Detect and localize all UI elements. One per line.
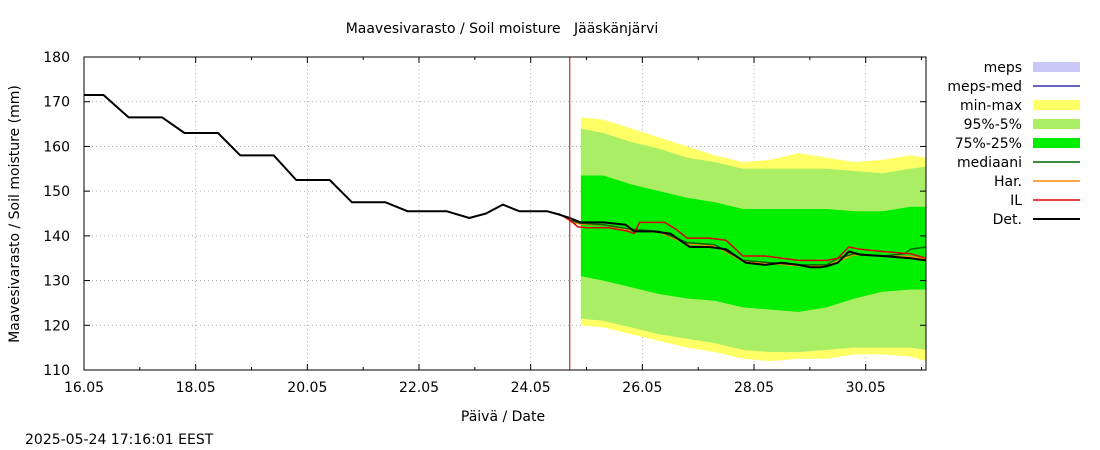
axis-ticks: 16.05 18.05 20.05 22.05 24.05 26.05 28.05 30.05… <box>43 50 926 396</box>
x-tick-label: 28.05 <box>734 380 774 396</box>
y-tick-label: 110 <box>43 363 70 379</box>
series-line-mediaani <box>569 219 927 266</box>
legend-swatch <box>1033 62 1080 72</box>
chart-title: Maavesivarasto / Soil moisture Jääskänjä… <box>346 21 659 37</box>
x-tick-label: 16.05 <box>64 380 104 396</box>
y-tick-label: 160 <box>43 139 70 155</box>
legend-label: Det. <box>993 212 1022 228</box>
x-tick-label: 30.05 <box>846 380 886 396</box>
band-75-25- <box>580 175 926 312</box>
legend-label: meps-med <box>947 79 1022 95</box>
legend-swatch <box>1033 119 1080 129</box>
x-tick-label: 18.05 <box>176 380 216 396</box>
legend: meps meps-med min-max 95%-5% 75%-25% mediaani… <box>947 60 1080 228</box>
legend-label: IL <box>1010 193 1022 209</box>
legend-label: Har. <box>994 174 1022 190</box>
y-axis-label: Maavesivarasto / Soil moisture (mm) <box>7 85 23 343</box>
legend-label: 75%-25% <box>955 136 1022 152</box>
legend-label: meps <box>984 60 1022 76</box>
x-tick-label: 22.05 <box>399 380 439 396</box>
series-lines <box>84 94 927 269</box>
plot-frame <box>83 56 927 371</box>
x-tick-label: 24.05 <box>511 380 551 396</box>
x-tick-label: 26.05 <box>622 380 662 396</box>
y-tick-label: 180 <box>43 50 70 66</box>
y-tick-label: 120 <box>43 318 70 334</box>
legend-swatch <box>1033 100 1080 110</box>
percentile-bands <box>580 117 926 362</box>
legend-swatch <box>1033 138 1080 148</box>
y-tick-label: 170 <box>43 95 70 111</box>
series-line-det <box>84 94 927 269</box>
y-tick-label: 130 <box>43 274 70 290</box>
x-axis-label: Päivä / Date <box>461 409 545 425</box>
legend-label: mediaani <box>957 155 1022 171</box>
series-line-il <box>558 212 927 262</box>
legend-label: min-max <box>960 98 1022 114</box>
timestamp: 2025-05-24 17:16:01 EEST <box>25 432 214 448</box>
y-tick-label: 150 <box>43 184 70 200</box>
legend-label: 95%-5% <box>964 117 1022 133</box>
x-tick-label: 20.05 <box>287 380 327 396</box>
y-tick-label: 140 <box>43 229 70 245</box>
